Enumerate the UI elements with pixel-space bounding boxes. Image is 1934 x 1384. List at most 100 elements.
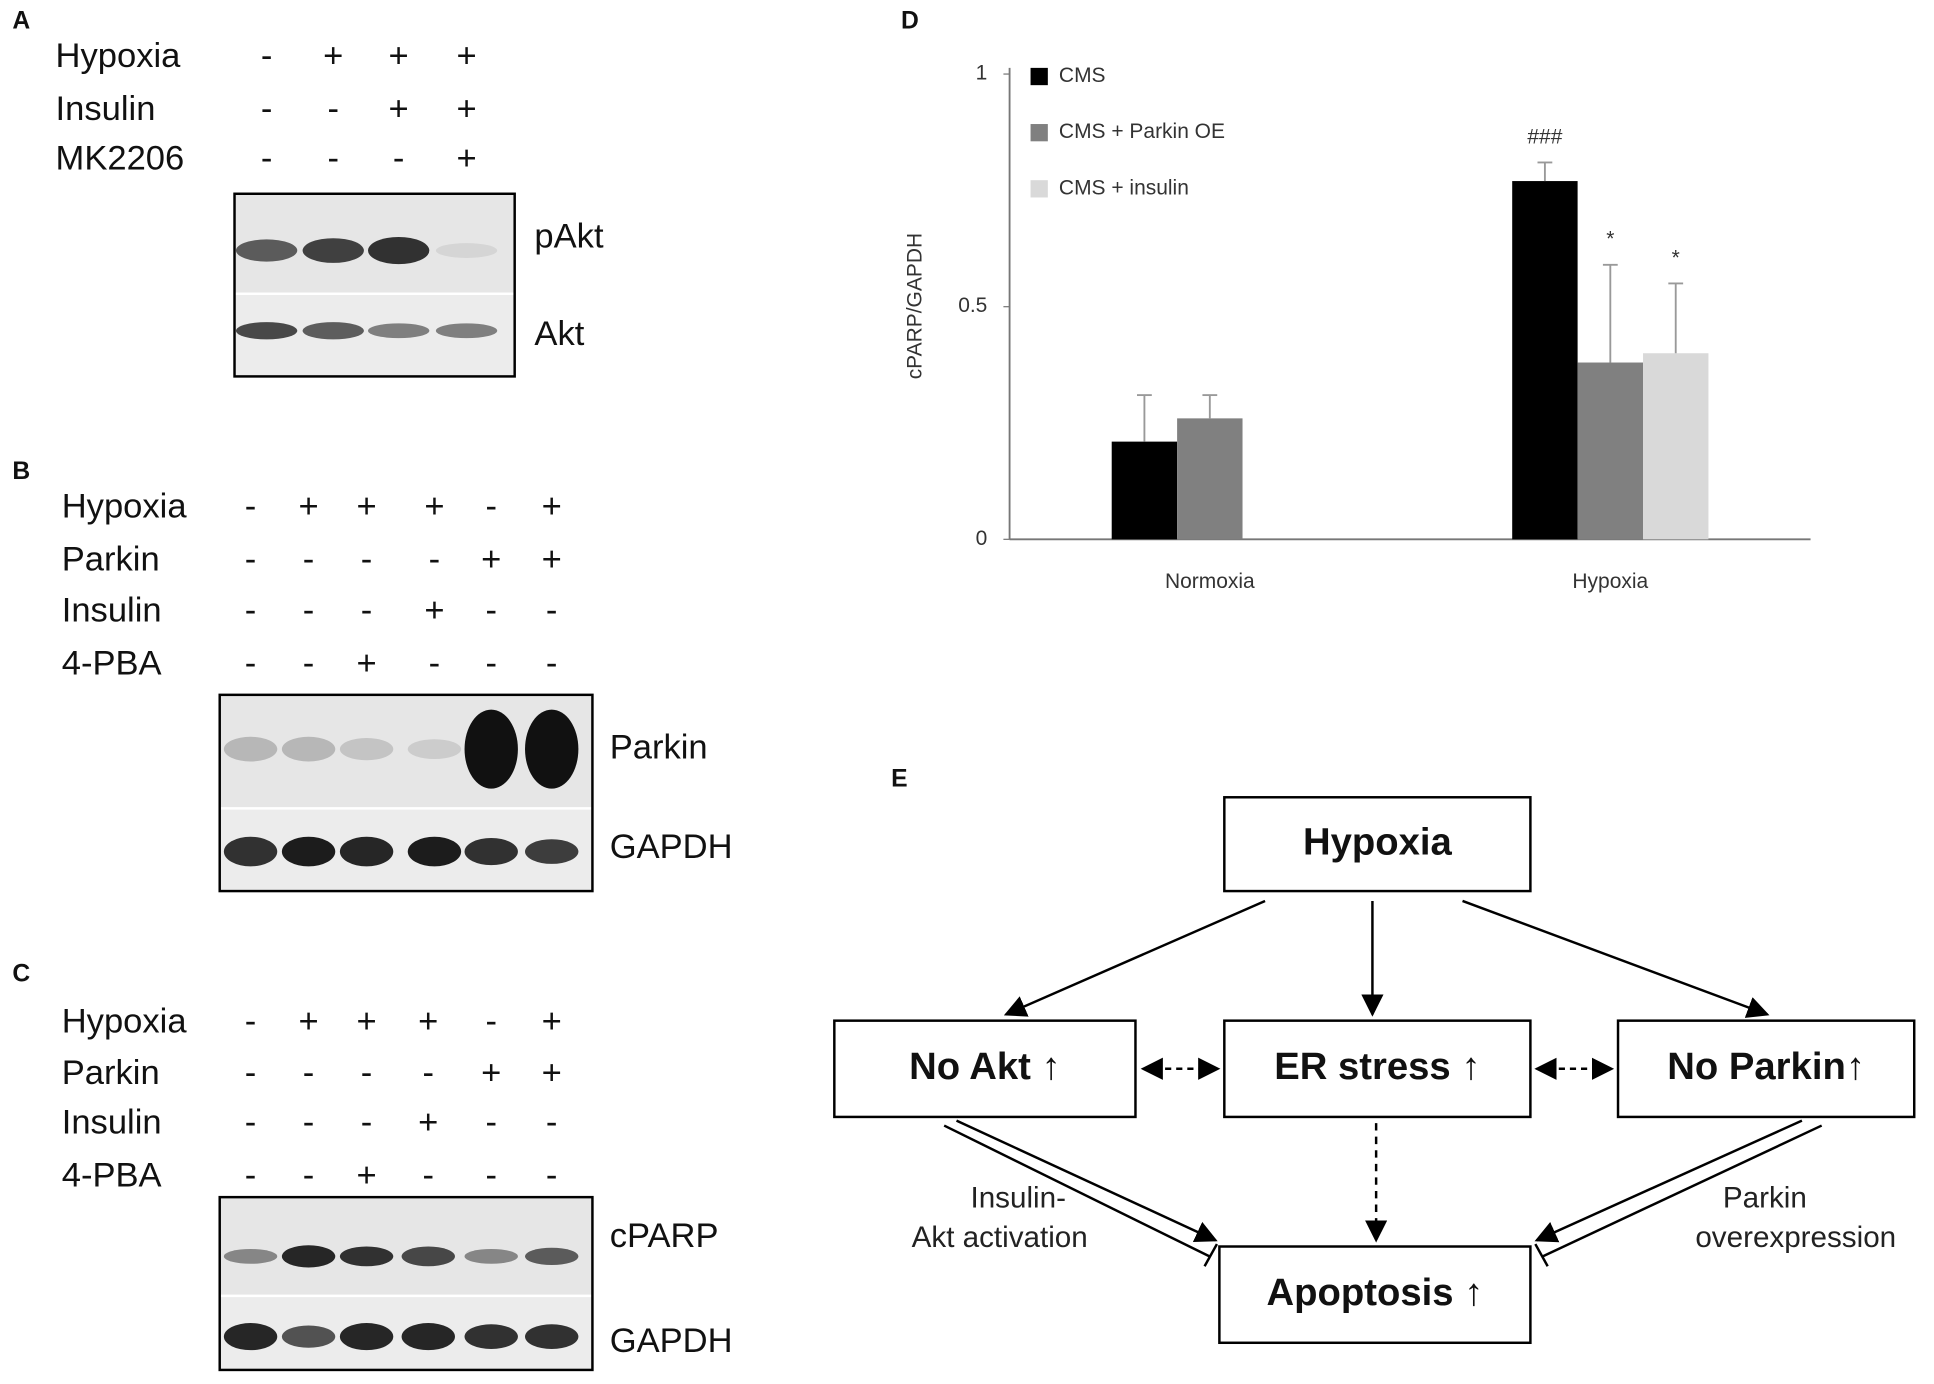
y-tick-label: 1 — [976, 62, 988, 85]
condition-sign: - — [245, 488, 257, 526]
condition-sign: + — [389, 90, 409, 128]
inhibition-bar — [1203, 1243, 1218, 1267]
panel-label: A — [12, 8, 30, 35]
blot-band — [339, 738, 394, 761]
node-label: Apoptosis ↑ — [1267, 1271, 1484, 1314]
arrow — [1462, 899, 1770, 1018]
condition-sign: - — [429, 541, 441, 579]
condition-sign: - — [327, 90, 339, 128]
node-label: Hypoxia — [1303, 820, 1453, 863]
condition-sign: + — [298, 1002, 318, 1040]
blot-band — [525, 839, 579, 864]
condition-label: Parkin — [62, 1054, 160, 1092]
condition-sign: - — [485, 1002, 497, 1040]
node-label: No Parkin↑ — [1667, 1045, 1865, 1088]
band-label: GAPDH — [610, 828, 733, 866]
significance-mark: ### — [1527, 125, 1562, 148]
blot-band — [235, 322, 298, 340]
condition-sign: - — [485, 1103, 497, 1141]
legend-swatch — [1030, 180, 1048, 198]
x-tick-label: Normoxia — [1165, 570, 1255, 593]
y-tick-label: 0.5 — [958, 294, 987, 317]
condition-sign: + — [542, 1054, 562, 1092]
condition-sign: + — [424, 591, 444, 629]
condition-sign: - — [393, 140, 405, 178]
bar — [1577, 362, 1644, 540]
blot-band — [407, 836, 462, 867]
panel-label: D — [901, 8, 919, 35]
condition-sign: - — [303, 1103, 315, 1141]
band-label: cPARP — [610, 1217, 719, 1255]
blot-frame — [218, 1195, 594, 1372]
bar — [1177, 418, 1243, 540]
condition-sign: + — [418, 1103, 438, 1141]
blot-background — [219, 1197, 593, 1296]
y-tick-label: 0 — [976, 527, 988, 550]
condition-sign: + — [418, 1002, 438, 1040]
condition-sign: - — [546, 644, 558, 682]
condition-sign: - — [261, 140, 273, 178]
condition-sign: + — [424, 488, 444, 526]
condition-sign: - — [261, 37, 273, 75]
blot-band — [339, 1323, 394, 1351]
condition-label: Hypoxia — [56, 37, 182, 75]
x-tick-label: Hypoxia — [1572, 570, 1648, 593]
condition-sign: - — [361, 1054, 373, 1092]
blot-band — [368, 236, 430, 265]
condition-sign: - — [303, 1157, 315, 1195]
band-label: GAPDH — [610, 1322, 733, 1360]
inhibition-bar — [1534, 1243, 1549, 1267]
condition-sign: - — [485, 488, 497, 526]
condition-label: Insulin — [62, 591, 162, 629]
legend-swatch — [1030, 67, 1048, 86]
edge-label: Akt activation — [912, 1221, 1088, 1254]
condition-sign: - — [245, 1054, 257, 1092]
condition-sign: - — [485, 644, 497, 682]
node-label: No Akt ↑ — [909, 1045, 1061, 1088]
band-label: Parkin — [610, 728, 708, 766]
diagram-node — [833, 1019, 1137, 1119]
legend-swatch — [1030, 124, 1048, 142]
condition-sign: + — [481, 1054, 501, 1092]
condition-sign: - — [361, 591, 373, 629]
edge-label: Insulin- — [970, 1181, 1065, 1214]
condition-sign: - — [245, 1002, 257, 1040]
bar — [1643, 353, 1709, 540]
condition-sign: - — [429, 644, 441, 682]
diagram-node — [1218, 1245, 1532, 1345]
blot-band — [525, 709, 579, 789]
blot-band — [464, 1248, 518, 1264]
condition-sign: - — [303, 644, 315, 682]
arrow — [955, 1119, 1218, 1243]
blot-band — [281, 736, 336, 762]
condition-sign: + — [542, 541, 562, 579]
blot-band — [281, 1245, 336, 1268]
inhibition-line — [1542, 1124, 1823, 1258]
blot-band — [435, 243, 498, 258]
panel-label: E — [891, 766, 907, 793]
blot-band — [401, 1246, 455, 1267]
blot-band — [302, 322, 364, 340]
blot-band — [464, 709, 518, 789]
panel-label: C — [12, 961, 30, 988]
blot-frame — [233, 192, 516, 378]
diagram-node — [1223, 1019, 1532, 1119]
condition-sign: - — [303, 591, 315, 629]
condition-label: Hypoxia — [62, 1002, 188, 1040]
blot-band — [235, 239, 298, 262]
blot-frame — [218, 693, 594, 893]
blot-band — [223, 1248, 278, 1264]
blot-band — [401, 1323, 455, 1351]
condition-sign: + — [356, 488, 376, 526]
condition-sign: + — [456, 37, 476, 75]
condition-sign: - — [245, 591, 257, 629]
blot-band — [281, 836, 336, 867]
condition-sign: - — [485, 1157, 497, 1195]
condition-sign: + — [356, 1157, 376, 1195]
condition-label: Parkin — [62, 541, 160, 579]
arrow — [1003, 899, 1266, 1017]
condition-sign: - — [423, 1157, 435, 1195]
significance-mark: * — [1672, 246, 1680, 269]
